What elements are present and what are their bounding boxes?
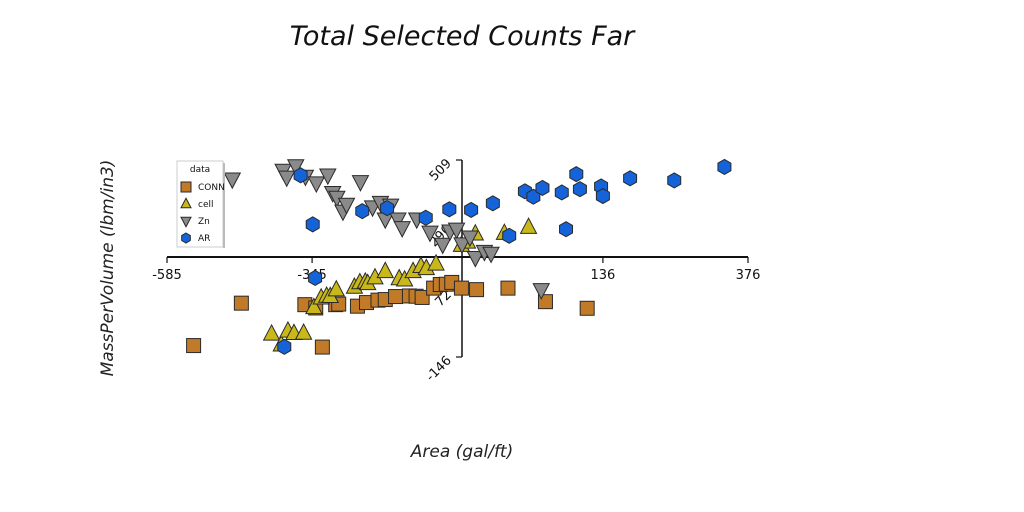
y-tick-label: 509 — [427, 156, 455, 184]
data-point-ar — [442, 201, 457, 218]
data-point-conn — [414, 289, 430, 305]
data-point-ar — [355, 203, 370, 220]
chart-title: Total Selected Counts Far — [290, 21, 636, 52]
data-point-zn — [433, 237, 452, 255]
data-point-ar — [667, 172, 682, 189]
data-point-ar — [293, 167, 308, 184]
data-point-ar — [572, 181, 587, 198]
data-point-zn — [447, 222, 466, 240]
chart-legend: data CONN cell Zn AR — [176, 160, 225, 248]
x-axis-label: Area (gal/ft) — [410, 442, 513, 462]
data-point-conn — [314, 339, 330, 355]
data-point-zn — [277, 170, 296, 188]
data-point-ar — [485, 195, 500, 212]
legend-title: data — [190, 165, 210, 175]
x-tick-label: 136 — [590, 268, 615, 283]
data-point-zn — [389, 212, 407, 230]
data-point-ar — [554, 184, 569, 201]
legend-marker-conn — [180, 181, 192, 193]
legend-label-zn: Zn — [198, 217, 210, 227]
data-point-ar — [559, 221, 574, 238]
data-point-zn — [286, 159, 305, 176]
data-point-cell — [427, 253, 445, 271]
data-point-zn — [351, 175, 370, 192]
legend-marker-cell — [180, 197, 192, 209]
data-point-ar — [305, 216, 320, 233]
data-point-ar — [717, 158, 732, 175]
x-tick-label: -585 — [152, 268, 182, 283]
data-point-ar — [502, 227, 517, 244]
data-point-ar — [569, 166, 584, 183]
data-point-cell — [395, 269, 414, 287]
legend-marker-ar — [181, 232, 191, 244]
data-point-conn — [388, 289, 404, 305]
data-point-cell — [294, 322, 313, 340]
data-point-cell — [327, 279, 346, 297]
legend-items: CONN cell Zn AR — [180, 181, 225, 244]
data-point-ar — [418, 209, 433, 226]
data-point-conn — [579, 300, 595, 316]
data-point-zn — [453, 237, 471, 255]
data-point-conn — [453, 280, 469, 296]
data-point-zn — [466, 250, 485, 268]
legend-label-ar: AR — [198, 234, 210, 244]
data-point-ar — [623, 170, 638, 187]
data-point-ar — [380, 200, 395, 217]
legend-marker-zn — [180, 216, 192, 228]
legend-label-cell: cell — [198, 200, 214, 210]
data-point-conn — [186, 338, 202, 354]
x-tick-label: 376 — [736, 268, 761, 283]
y-axis-label: MassPerVolume (lbm/in3) — [98, 160, 118, 377]
data-point-zn — [307, 176, 326, 194]
data-point-zn — [393, 221, 412, 238]
data-point-conn — [500, 280, 516, 296]
data-point-zn — [223, 172, 242, 190]
data-point-cell — [376, 261, 395, 279]
y-tick-label: -146 — [423, 353, 454, 384]
data-point-cell — [262, 323, 281, 341]
data-point-ar — [308, 269, 323, 286]
data-point-zn — [337, 197, 356, 215]
data-point-zn — [421, 225, 439, 243]
data-point-zn — [532, 283, 551, 300]
data-point-zn — [482, 246, 500, 264]
data-point-conn — [233, 295, 249, 311]
data-point-ar — [464, 201, 479, 219]
x-axis-ticks: -585-345136376 — [152, 257, 760, 283]
data-point-conn — [469, 282, 485, 298]
data-point-cell — [519, 217, 538, 234]
data-point-zn — [461, 230, 479, 248]
data-point-ar — [595, 188, 610, 205]
legend-label-conn: CONN — [198, 183, 225, 193]
data-point-cell — [305, 297, 323, 315]
data-point-zn — [318, 168, 337, 186]
data-point-ar — [277, 338, 292, 355]
data-markers — [186, 158, 732, 355]
data-point-ar — [535, 179, 550, 197]
